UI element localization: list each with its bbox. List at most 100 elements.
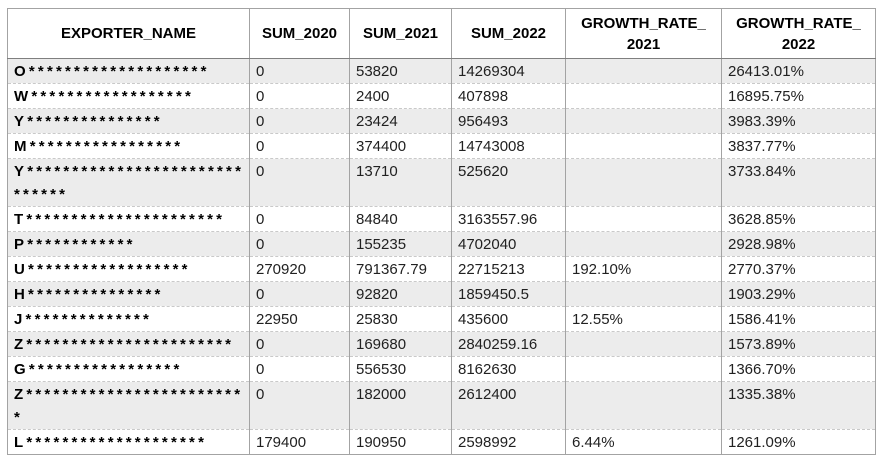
sum-2020-cell[interactable]: 0 bbox=[249, 281, 350, 307]
sum-2022-cell[interactable]: 14269304 bbox=[451, 58, 566, 84]
sum-2022-cell[interactable]: 14743008 bbox=[451, 133, 566, 159]
sum-2022-cell[interactable]: 2840259.16 bbox=[451, 331, 566, 357]
table-row: P************ 0 155235 4702040 2928.98% bbox=[7, 231, 876, 257]
growth-rate-2021-cell[interactable] bbox=[565, 356, 722, 382]
exporter-name-cell[interactable]: Z*********************** bbox=[7, 331, 250, 357]
sum-2021-cell[interactable]: 169680 bbox=[349, 331, 452, 357]
column-header-label: EXPORTER_NAME bbox=[60, 25, 197, 42]
sum-2021-cell[interactable]: 53820 bbox=[349, 58, 452, 84]
growth-rate-2022-cell[interactable]: 2770.37% bbox=[721, 256, 876, 282]
growth-rate-2022-cell[interactable]: 1366.70% bbox=[721, 356, 876, 382]
growth-rate-2022-cell[interactable]: 1335.38% bbox=[721, 381, 876, 430]
growth-rate-2021-cell[interactable] bbox=[565, 381, 722, 430]
exporter-name-cell[interactable]: Y*************** bbox=[7, 108, 250, 134]
sum-2021-cell[interactable]: 23424 bbox=[349, 108, 452, 134]
exporter-name-cell[interactable]: Z************************* bbox=[7, 381, 250, 430]
sum-2022-cell[interactable]: 1859450.5 bbox=[451, 281, 566, 307]
growth-rate-2021-cell[interactable] bbox=[565, 231, 722, 257]
sum-2021-cell[interactable]: 791367.79 bbox=[349, 256, 452, 282]
growth-rate-2021-cell[interactable] bbox=[565, 133, 722, 159]
sum-2020-cell[interactable]: 0 bbox=[249, 381, 350, 430]
sum-2020-cell[interactable]: 0 bbox=[249, 133, 350, 159]
exporter-name-cell[interactable]: O******************** bbox=[7, 58, 250, 84]
exporter-name-cell[interactable]: U****************** bbox=[7, 256, 250, 282]
growth-rate-2022-cell[interactable]: 3628.85% bbox=[721, 206, 876, 232]
sum-2020-cell[interactable]: 0 bbox=[249, 356, 350, 382]
sum-2021-cell[interactable]: 182000 bbox=[349, 381, 452, 430]
sum-2022-cell[interactable]: 525620 bbox=[451, 158, 566, 207]
table-row: Z*********************** 0 169680 2840259.1… bbox=[7, 331, 876, 357]
sum-2020-cell[interactable]: 0 bbox=[249, 158, 350, 207]
exporter-name-cell[interactable]: P************ bbox=[7, 231, 250, 257]
growth-rate-2021-cell[interactable]: 12.55% bbox=[565, 306, 722, 332]
sum-2021-cell[interactable]: 13710 bbox=[349, 158, 452, 207]
exporter-name-cell[interactable]: J************** bbox=[7, 306, 250, 332]
sum-2022-cell[interactable]: 4702040 bbox=[451, 231, 566, 257]
exporter-name-cell[interactable]: L******************** bbox=[7, 429, 250, 455]
growth-rate-2021-cell[interactable] bbox=[565, 158, 722, 207]
sum-2022-cell[interactable]: 407898 bbox=[451, 83, 566, 109]
sum-2022-cell[interactable]: 3163557.96 bbox=[451, 206, 566, 232]
sum-2020-cell[interactable]: 0 bbox=[249, 83, 350, 109]
growth-rate-2022-cell[interactable]: 1903.29% bbox=[721, 281, 876, 307]
sum-2021-cell[interactable]: 2400 bbox=[349, 83, 452, 109]
sum-2020-cell[interactable]: 270920 bbox=[249, 256, 350, 282]
sum-2021-cell[interactable]: 84840 bbox=[349, 206, 452, 232]
sum-2020-cell[interactable]: 0 bbox=[249, 58, 350, 84]
sum-2020-cell[interactable]: 0 bbox=[249, 108, 350, 134]
exporter-name-cell[interactable]: G***************** bbox=[7, 356, 250, 382]
growth-rate-2022-cell[interactable]: 3733.84% bbox=[721, 158, 876, 207]
growth-rate-2021-cell[interactable] bbox=[565, 206, 722, 232]
growth-rate-2021-cell[interactable]: 192.10% bbox=[565, 256, 722, 282]
table-row: Y*************** 0 23424 956493 3983.39% bbox=[7, 108, 876, 134]
sum-2022-cell[interactable]: 2598992 bbox=[451, 429, 566, 455]
sum-2020-cell[interactable]: 0 bbox=[249, 231, 350, 257]
growth-rate-2022-cell[interactable]: 16895.75% bbox=[721, 83, 876, 109]
growth-rate-2021-cell[interactable]: 6.44% bbox=[565, 429, 722, 455]
growth-rate-2022-cell[interactable]: 1586.41% bbox=[721, 306, 876, 332]
column-header-sum-2022[interactable]: SUM_2022 bbox=[451, 8, 566, 59]
sum-2022-cell[interactable]: 2612400 bbox=[451, 381, 566, 430]
exporter-name-cell[interactable]: Y****************************** bbox=[7, 158, 250, 207]
exporter-name-cell[interactable]: H*************** bbox=[7, 281, 250, 307]
sum-2021-cell[interactable]: 25830 bbox=[349, 306, 452, 332]
sum-2020-cell[interactable]: 0 bbox=[249, 331, 350, 357]
exporter-name-cell[interactable]: T********************** bbox=[7, 206, 250, 232]
table-row: J************** 22950 25830 435600 12.55% 158… bbox=[7, 306, 876, 332]
sum-2022-cell[interactable]: 22715213 bbox=[451, 256, 566, 282]
growth-rate-2022-cell[interactable]: 1261.09% bbox=[721, 429, 876, 455]
column-header-label: SUM_2020 bbox=[261, 25, 338, 42]
column-header-sum-2020[interactable]: SUM_2020 bbox=[249, 8, 350, 59]
table-body: O******************** 0 53820 14269304 26413… bbox=[7, 58, 876, 455]
growth-rate-2021-cell[interactable] bbox=[565, 58, 722, 84]
column-header-label-line1: GROWTH_RATE_ bbox=[736, 14, 861, 32]
sum-2022-cell[interactable]: 956493 bbox=[451, 108, 566, 134]
sum-2021-cell[interactable]: 556530 bbox=[349, 356, 452, 382]
table-row: M***************** 0 374400 14743008 3837.77… bbox=[7, 133, 876, 159]
column-header-sum-2021[interactable]: SUM_2021 bbox=[349, 8, 452, 59]
sum-2021-cell[interactable]: 155235 bbox=[349, 231, 452, 257]
sum-2021-cell[interactable]: 92820 bbox=[349, 281, 452, 307]
growth-rate-2021-cell[interactable] bbox=[565, 108, 722, 134]
column-header-growth-rate-2021[interactable]: GROWTH_RATE_ 2021 bbox=[565, 8, 722, 59]
sum-2020-cell[interactable]: 22950 bbox=[249, 306, 350, 332]
exporter-name-cell[interactable]: M***************** bbox=[7, 133, 250, 159]
growth-rate-2022-cell[interactable]: 26413.01% bbox=[721, 58, 876, 84]
sum-2022-cell[interactable]: 8162630 bbox=[451, 356, 566, 382]
growth-rate-2021-cell[interactable] bbox=[565, 331, 722, 357]
sum-2020-cell[interactable]: 0 bbox=[249, 206, 350, 232]
growth-rate-2022-cell[interactable]: 1573.89% bbox=[721, 331, 876, 357]
sum-2022-cell[interactable]: 435600 bbox=[451, 306, 566, 332]
sum-2020-cell[interactable]: 179400 bbox=[249, 429, 350, 455]
sum-2021-cell[interactable]: 374400 bbox=[349, 133, 452, 159]
column-header-exporter-name[interactable]: EXPORTER_NAME bbox=[7, 8, 250, 59]
sum-2021-cell[interactable]: 190950 bbox=[349, 429, 452, 455]
exporter-name-cell[interactable]: W****************** bbox=[7, 83, 250, 109]
growth-rate-2021-cell[interactable] bbox=[565, 83, 722, 109]
column-header-growth-rate-2022[interactable]: GROWTH_RATE_ 2022 bbox=[721, 8, 876, 59]
growth-rate-2022-cell[interactable]: 2928.98% bbox=[721, 231, 876, 257]
table-row: Y****************************** 0 13710 525… bbox=[7, 158, 876, 207]
growth-rate-2022-cell[interactable]: 3837.77% bbox=[721, 133, 876, 159]
growth-rate-2021-cell[interactable] bbox=[565, 281, 722, 307]
growth-rate-2022-cell[interactable]: 3983.39% bbox=[721, 108, 876, 134]
